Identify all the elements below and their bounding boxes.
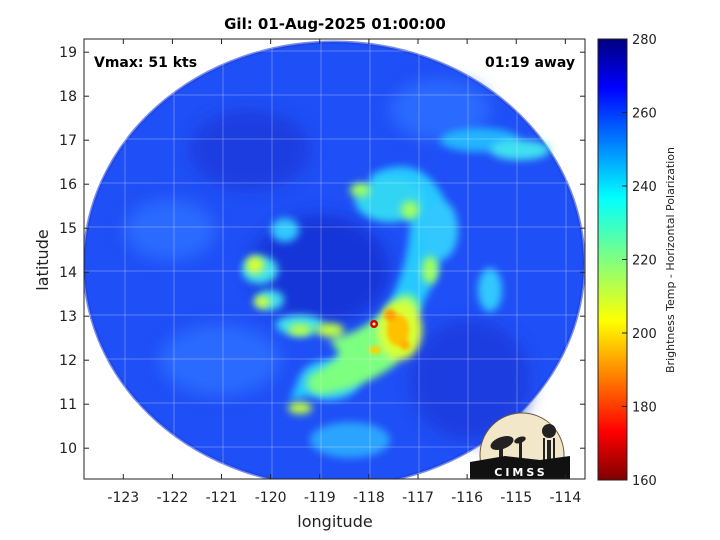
x-tick-label: -114 — [549, 490, 581, 506]
y-tick-label: 14 — [59, 265, 77, 281]
y-tick-label: 17 — [59, 133, 77, 149]
colorbar-label: Brightness Temp - Horizontal Polarizatio… — [664, 147, 677, 373]
x-tick-label: -123 — [107, 490, 139, 506]
time-away-label: 01:19 away — [485, 55, 575, 71]
x-tick-label: -119 — [304, 490, 336, 506]
brightness-temp-field — [84, 40, 585, 479]
x-tick-label: -116 — [451, 490, 483, 506]
grid-lines — [84, 39, 585, 479]
colorbar-tick-label: 160 — [632, 474, 657, 489]
x-tick-label: -117 — [402, 490, 434, 506]
vmax-label: Vmax: 51 kts — [94, 55, 197, 71]
y-tick-label: 10 — [59, 441, 77, 457]
y-tick-label: 15 — [59, 221, 77, 237]
y-axis: 10 11 12 13 14 15 16 17 18 19 — [59, 45, 585, 457]
plot-area: CIMSS — [83, 38, 586, 480]
colorbar-tick-label: 200 — [632, 327, 657, 342]
cimss-logo: CIMSS — [470, 412, 570, 479]
colorbar-tick-label: 180 — [632, 401, 657, 416]
x-tick-label: -115 — [500, 490, 532, 506]
y-tick-label: 11 — [59, 397, 77, 413]
y-tick-label: 19 — [59, 45, 77, 61]
chart-title: Gil: 01-Aug-2025 01:00:00 — [224, 15, 446, 33]
y-tick-label: 18 — [59, 89, 77, 105]
x-axis-label: longitude — [297, 512, 372, 531]
y-axis-label: latitude — [33, 229, 52, 290]
y-tick-label: 12 — [59, 353, 77, 369]
x-axis: -123 -122 -121 -120 -119 -118 -117 -116 -115 -114 — [107, 39, 581, 506]
x-tick-label: -121 — [206, 490, 238, 506]
y-tick-label: 16 — [59, 177, 77, 193]
colorbar: 160 180 200 220 240 260 280 Brightness Temp - … — [597, 33, 677, 489]
logo-text: CIMSS — [494, 466, 547, 479]
colorbar-tick-label: 220 — [632, 254, 657, 269]
colorbar-tick-label: 260 — [632, 107, 657, 122]
y-tick-label: 13 — [59, 309, 77, 325]
x-tick-label: -120 — [255, 490, 287, 506]
colorbar-ticks: 160 180 200 220 240 260 280 — [622, 33, 657, 489]
x-tick-label: -122 — [157, 490, 189, 506]
x-tick-label: -118 — [353, 490, 385, 506]
colorbar-tick-label: 280 — [632, 33, 657, 48]
colorbar-tick-label: 240 — [632, 180, 657, 195]
